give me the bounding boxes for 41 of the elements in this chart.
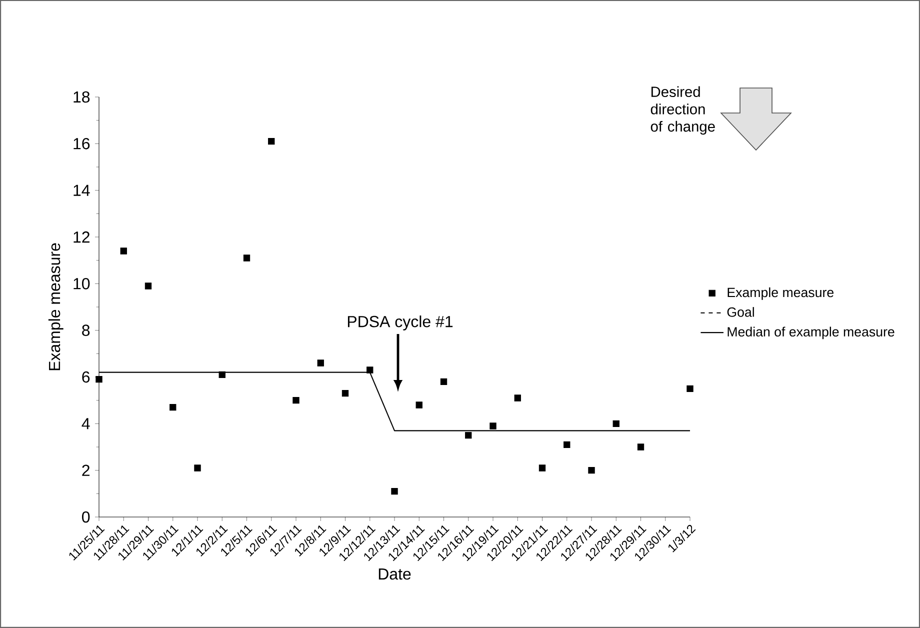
point — [292, 396, 300, 404]
point — [514, 394, 521, 402]
point — [120, 248, 127, 254]
y-tick-label: 4 — [82, 418, 90, 430]
point — [637, 444, 644, 450]
point — [144, 282, 152, 290]
point — [564, 441, 570, 448]
point — [612, 420, 620, 427]
y-tick-label: 10 — [74, 278, 90, 290]
point — [588, 466, 595, 474]
legend-label: Goal — [727, 307, 754, 317]
point — [440, 378, 448, 385]
point — [538, 464, 546, 472]
point — [416, 402, 422, 408]
legend-label: Median of example measure — [728, 326, 894, 340]
y-tick-label: 6 — [82, 371, 90, 383]
point — [218, 371, 226, 378]
x-axis-title: Date — [378, 568, 411, 580]
y-tick-label: 2 — [82, 464, 90, 476]
point — [465, 432, 472, 439]
point — [490, 422, 496, 430]
point — [391, 488, 398, 495]
point — [342, 390, 349, 397]
annotation: Desired direction of change — [650, 86, 715, 135]
point — [366, 366, 374, 374]
point — [170, 404, 176, 411]
annotation: PDSA cycle #1 — [348, 315, 453, 330]
point — [96, 376, 102, 383]
point — [194, 464, 201, 472]
y-tick-label: 16 — [74, 138, 90, 150]
y-tick-label: 18 — [74, 91, 90, 103]
y-tick-label: 8 — [82, 324, 90, 336]
y-tick-label: 12 — [74, 231, 90, 243]
point — [317, 360, 324, 366]
y-axis-title: Example measure — [48, 243, 64, 370]
point — [686, 385, 694, 392]
y-tick-label: 0 — [82, 511, 90, 523]
point — [268, 138, 275, 145]
legend-label: Example measure — [728, 287, 834, 300]
y-tick-label: 14 — [74, 184, 90, 196]
point — [243, 254, 250, 262]
